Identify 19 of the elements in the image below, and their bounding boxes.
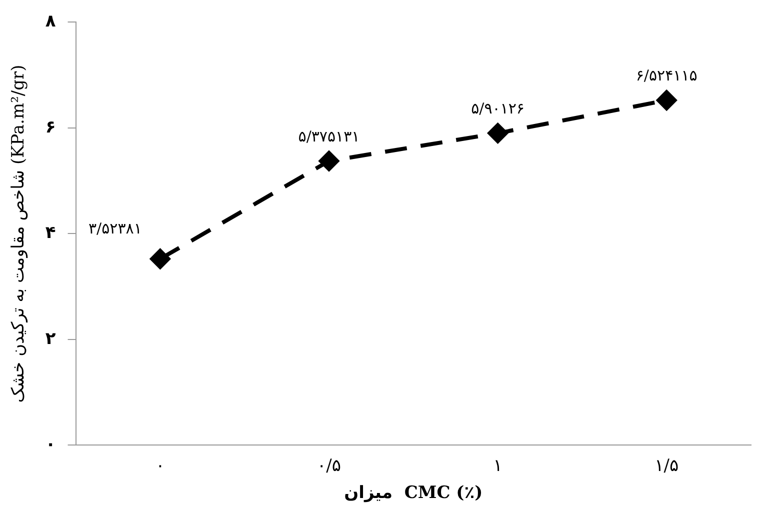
point xyxy=(488,123,508,144)
y-axis-title: شاخص مقاومت به ترکیدن خشک (KPa.m²/gr) xyxy=(8,64,29,403)
data-label: ۵/۹۰۱۲۶ xyxy=(471,100,524,118)
y-tick-label: ۸ xyxy=(45,12,56,32)
x-axis-title: میزان CMC (٪) xyxy=(344,483,483,504)
data-label: ۵/۳۷۵۱۳۱ xyxy=(298,127,360,146)
x-tick-label: ۱ xyxy=(493,456,502,476)
x-tick-label: ۱/۵ xyxy=(654,456,679,476)
point xyxy=(150,248,170,269)
x-tick-label: ۰ xyxy=(156,456,165,476)
point xyxy=(656,90,677,110)
y-tick-label: ۰ xyxy=(45,434,56,455)
x-tick-label: ۰/۵ xyxy=(316,456,341,476)
y-tick-label: ۲ xyxy=(45,328,56,349)
data-label: ۶/۵۲۴۱۱۵ xyxy=(636,66,698,85)
point xyxy=(318,150,339,171)
y-tick-label: ۴ xyxy=(45,223,56,244)
data-label: ۳/۵۲۳۸۱ xyxy=(88,219,142,238)
y-tick-label: ۶ xyxy=(45,117,56,138)
